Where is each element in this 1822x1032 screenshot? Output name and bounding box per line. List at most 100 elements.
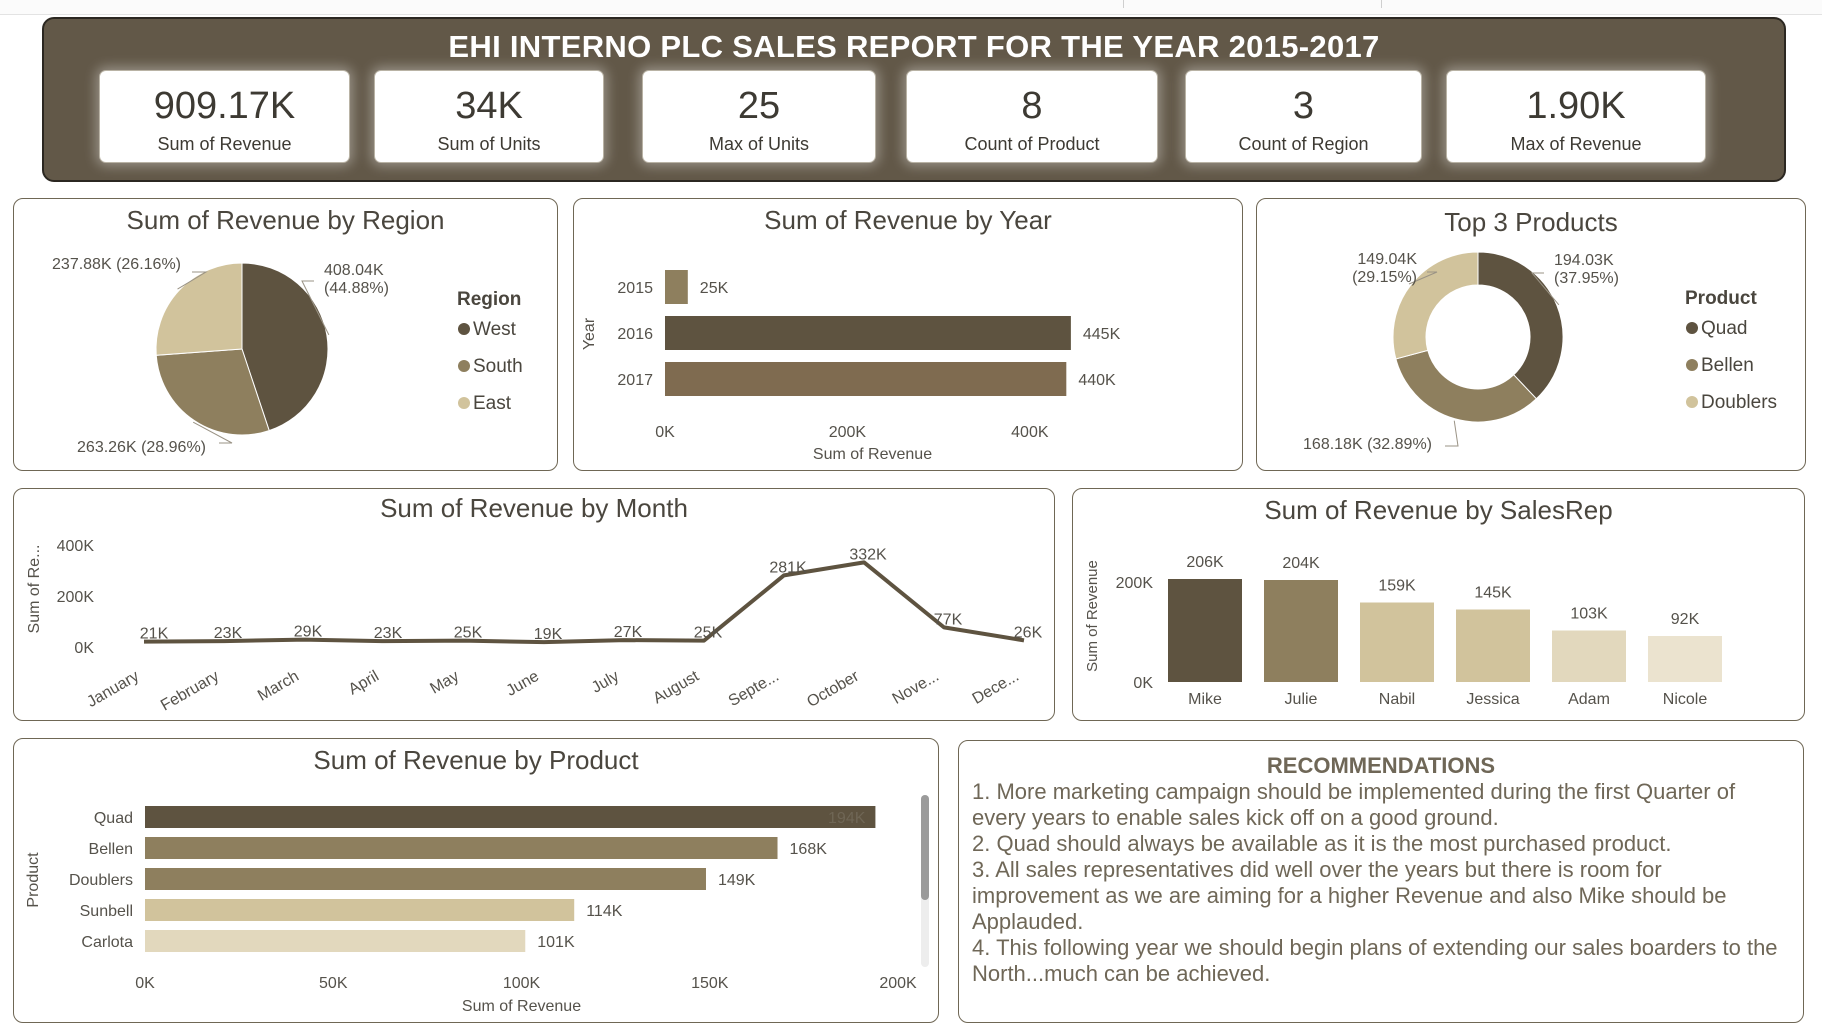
kpi-card-max-revenue[interactable]: 1.90K Max of Revenue bbox=[1446, 70, 1706, 163]
label-percent: (37.95%) bbox=[1554, 270, 1619, 287]
kpi-value: 909.17K bbox=[153, 85, 296, 127]
label-value: 149.04K bbox=[1357, 251, 1417, 268]
leader-line bbox=[1530, 272, 1560, 306]
x-axis-title: Sum of Revenue bbox=[462, 998, 581, 1015]
point-data-label: 29K bbox=[294, 624, 323, 641]
point-data-label: 21K bbox=[140, 626, 169, 643]
month-line-panel[interactable]: Sum of Revenue by Month 0K 200K 400K Sum of… bbox=[13, 488, 1055, 721]
bar-data-label: 440K bbox=[1078, 372, 1116, 389]
kpi-card-count-product[interactable]: 8 Count of Product bbox=[906, 70, 1158, 163]
point-data-label: 19K bbox=[534, 626, 563, 643]
x-tick-label: August bbox=[650, 667, 702, 707]
category-label: Doublers bbox=[69, 872, 133, 889]
bar-data-label: 204K bbox=[1282, 555, 1320, 572]
leader-line bbox=[1445, 420, 1459, 447]
point-data-label: 26K bbox=[1014, 624, 1043, 641]
bar-data-label: 194K bbox=[828, 810, 866, 827]
legend-label-bellen: Bellen bbox=[1701, 355, 1754, 376]
x-tick-label: June bbox=[503, 668, 542, 700]
leader-line bbox=[192, 421, 233, 444]
y-axis-title: Sum of Re... bbox=[26, 545, 43, 634]
bar-data-label: 159K bbox=[1378, 578, 1416, 595]
x-tick-label: 50K bbox=[319, 975, 348, 992]
year-bar-panel[interactable]: Sum of Revenue by Year 0K 200K 400K Sum of … bbox=[573, 198, 1243, 471]
top3-donut-panel[interactable]: Top 3 Products 194.03K (37.95%) 168.18K (3… bbox=[1256, 198, 1806, 471]
point-data-label: 27K bbox=[614, 624, 643, 641]
y-axis-title: Year bbox=[581, 317, 598, 350]
salesrep-bar-chart: 0K 200K Sum of Revenue 206K Mike 204K Julie 159… bbox=[1084, 554, 1722, 708]
y-tick-label: 200K bbox=[1116, 575, 1154, 592]
kpi-label: Count of Product bbox=[964, 134, 1100, 154]
leader-line bbox=[177, 271, 208, 290]
bar-adam bbox=[1552, 630, 1626, 682]
y-tick-label: 0K bbox=[1133, 675, 1153, 692]
kpi-label: Sum of Units bbox=[437, 134, 541, 154]
point-data-label: 25K bbox=[454, 625, 483, 642]
region-pie-panel[interactable]: Sum of Revenue by Region 408.04K (44.88%)… bbox=[13, 198, 558, 471]
bar-data-label: 103K bbox=[1570, 606, 1608, 623]
point-data-label: 25K bbox=[694, 625, 723, 642]
bar-2016 bbox=[665, 316, 1071, 350]
legend-label-quad: Quad bbox=[1701, 318, 1747, 339]
salesrep-bar-panel[interactable]: Sum of Revenue by SalesRep 0K 200K Sum of … bbox=[1072, 488, 1805, 721]
bar-2015 bbox=[665, 270, 688, 304]
bar-quad bbox=[145, 806, 876, 828]
top3-donut-chart: 194.03K (37.95%) 168.18K (32.89%) 149.04K (2… bbox=[1303, 251, 1777, 453]
bar-bellen bbox=[145, 837, 778, 859]
kpi-card-sum-units[interactable]: 34K Sum of Units bbox=[374, 70, 604, 163]
legend-label-south: South bbox=[473, 356, 523, 377]
x-tick-label: 0K bbox=[655, 424, 675, 441]
legend-label-doublers: Doublers bbox=[1701, 392, 1777, 413]
bar-data-label: 445K bbox=[1083, 326, 1121, 343]
bar-nicole bbox=[1648, 636, 1722, 682]
category-label: Carlota bbox=[81, 934, 133, 951]
legend-marker-doublers bbox=[1686, 396, 1698, 408]
bar-data-label: 206K bbox=[1186, 554, 1224, 571]
kpi-label: Sum of Revenue bbox=[157, 134, 292, 154]
point-data-label: 77K bbox=[934, 611, 963, 628]
slice-data-label: 194.03K (37.95%) bbox=[1554, 252, 1619, 287]
year-bar-chart: 0K 200K 400K Sum of Revenue Year 2015 25K 2016 4… bbox=[581, 270, 1121, 463]
recommendation-item: 2. Quad should always be available as it… bbox=[972, 831, 1672, 856]
y-axis-title: Product bbox=[25, 852, 42, 908]
kpi-value: 3 bbox=[1292, 85, 1315, 127]
bar-data-label: 114K bbox=[586, 903, 623, 920]
bar-jessica bbox=[1456, 609, 1530, 682]
point-data-label: 23K bbox=[214, 625, 243, 642]
legend-marker-south bbox=[458, 360, 470, 372]
slice-data-label: 263.26K (28.96%) bbox=[77, 439, 206, 456]
x-tick-label: May bbox=[427, 668, 462, 698]
chart-title: Sum of Revenue by Month bbox=[380, 493, 688, 523]
x-tick-label: July bbox=[589, 668, 622, 697]
legend-label-east: East bbox=[473, 393, 512, 414]
kpi-value: 34K bbox=[455, 85, 523, 127]
bar-doublers bbox=[145, 868, 706, 890]
bar-data-label: 101K bbox=[537, 934, 575, 951]
month-line-chart: 0K 200K 400K Sum of Re... 21K January 23K Febru… bbox=[26, 538, 1043, 714]
chart-title: Sum of Revenue by Region bbox=[126, 205, 445, 235]
kpi-card-sum-revenue[interactable]: 909.17K Sum of Revenue bbox=[99, 70, 350, 163]
x-tick-label: 200K bbox=[829, 424, 867, 441]
revenue-line bbox=[143, 560, 1025, 645]
legend-marker-quad bbox=[1686, 322, 1698, 334]
slice-data-label: 408.04K (44.88%) bbox=[324, 262, 389, 297]
bar-data-label: 25K bbox=[700, 280, 729, 297]
legend-marker-east bbox=[458, 397, 470, 409]
point-data-label: 332K bbox=[849, 546, 887, 563]
kpi-label: Count of Region bbox=[1238, 134, 1369, 154]
bar-sunbell bbox=[145, 899, 575, 921]
product-bar-panel[interactable]: Sum of Revenue by Product 0K 50K 100K 150K 2… bbox=[13, 738, 939, 1023]
kpi-card-max-units[interactable]: 25 Max of Units bbox=[642, 70, 876, 163]
report-header: EHI INTERNO PLC SALES REPORT FOR THE YEA… bbox=[42, 17, 1786, 182]
kpi-value: 8 bbox=[1021, 85, 1043, 127]
pie-slice-doublers bbox=[1392, 251, 1479, 360]
top-toolbar-strip bbox=[0, 0, 1822, 15]
bar-julie bbox=[1264, 580, 1338, 682]
kpi-card-count-region[interactable]: 3 Count of Region bbox=[1185, 70, 1422, 163]
x-tick-label: 400K bbox=[1011, 424, 1049, 441]
label-value: 408.04K bbox=[324, 262, 384, 279]
chart-title: Top 3 Products bbox=[1444, 207, 1618, 237]
leader-line bbox=[1408, 271, 1438, 285]
category-label: Nicole bbox=[1663, 691, 1708, 708]
bar-data-label: 92K bbox=[1671, 611, 1700, 628]
